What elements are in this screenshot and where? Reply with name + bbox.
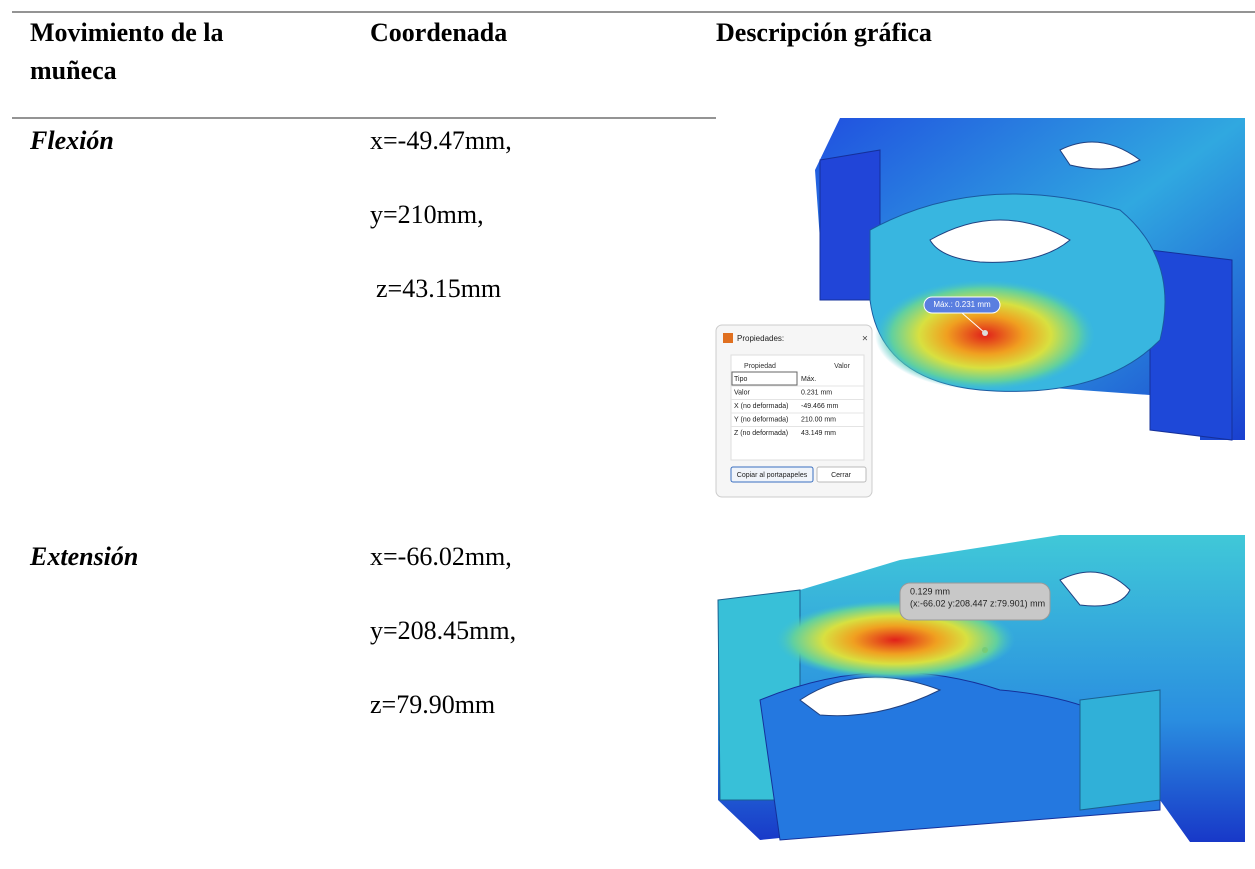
coordinate: z=79.90mm (370, 686, 495, 724)
dialog-title: Propiedades: (737, 334, 784, 343)
dialog-cell: X (no deformada) (734, 403, 788, 410)
movement: Extensión (30, 538, 138, 576)
annotation: Máx.: 0.231 mm (933, 300, 991, 309)
coordinate: y=208.45mm, (370, 612, 516, 650)
dialog-column: Propiedad (744, 363, 776, 370)
dialog-cell: 0.231 mm (801, 389, 832, 396)
column-header: Movimiento de la muñeca (30, 14, 290, 90)
page: Máx.: 0.231 mm Propiedades: × Propiedad … (0, 0, 1255, 869)
figure-extension: 0.129 mm (x:-66.02 y:208.447 z:79.901) m… (718, 535, 1245, 842)
figures: Máx.: 0.231 mm Propiedades: × Propiedad … (0, 0, 1255, 869)
coordinate: x=-66.02mm, (370, 538, 512, 576)
dialog-cell: 210.00 mm (801, 416, 836, 423)
column-header: Coordenada (370, 14, 507, 52)
movement: Flexión (30, 122, 114, 160)
column-header: Descripción gráfica (716, 14, 932, 52)
dialog-cell: Valor (734, 389, 750, 396)
coordinate: z=43.15mm (376, 270, 501, 308)
dialog-cell: -49.466 mm (801, 403, 839, 410)
coordinate: x=-49.47mm, (370, 122, 512, 160)
dialog-button[interactable]: Copiar al portapapeles (737, 472, 808, 479)
figure-flexion: Máx.: 0.231 mm Propiedades: × Propiedad … (716, 118, 1245, 497)
dialog-cell: Y (no deformada) (734, 416, 788, 423)
dialog-column: Valor (834, 363, 850, 370)
annotation: 0.129 mm (910, 586, 950, 596)
coordinate: y=210mm, (370, 196, 484, 234)
svg-text:×: × (862, 334, 868, 345)
dialog-cell: Máx. (801, 376, 816, 383)
dialog-cell: Tipo (734, 376, 747, 383)
annotation: (x:-66.02 y:208.447 z:79.901) mm (910, 598, 1045, 608)
dialog-cell: Z (no deformada) (734, 430, 788, 437)
dialog-cell: 43.149 mm (801, 430, 836, 437)
dialog-button[interactable]: Cerrar (831, 472, 852, 479)
